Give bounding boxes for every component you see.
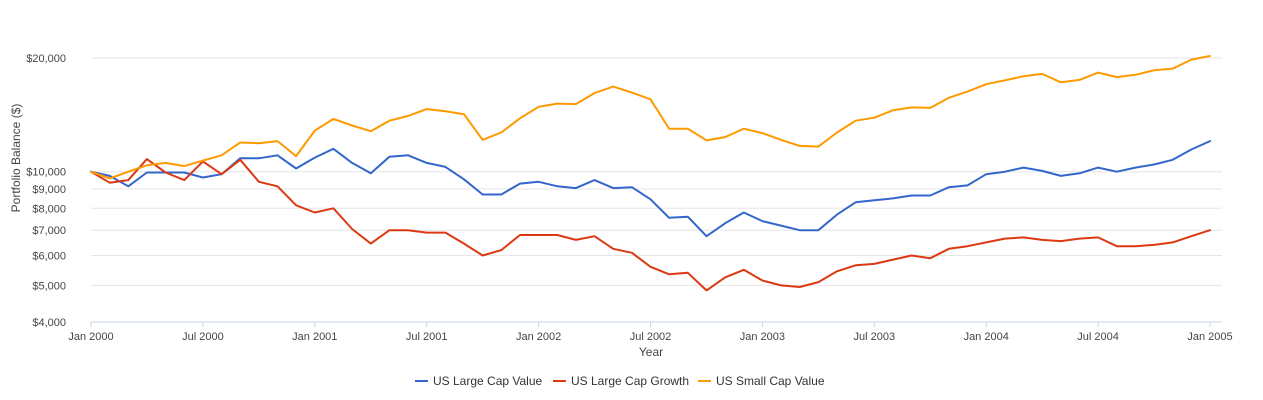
x-tick-label: Jul 2003 [854,331,896,343]
y-axis-ticks: $4,000 $5,000 $6,000 $7,000 $8,000 $9,000 $10,… [26,53,66,329]
x-tick-label: Jan 2005 [1187,331,1232,343]
x-tick-label: Jul 2000 [182,331,224,343]
series-line-us-large-cap-value[interactable] [90,140,1211,238]
legend: US Large Cap Value US Large Cap Growth U… [415,374,825,388]
series-lines [90,55,1211,292]
y-tick-label: $9,000 [32,184,66,196]
x-tick-label: Jan 2002 [516,331,561,343]
y-tick-label: $8,000 [32,203,66,215]
y-axis-title: Portfolio Balance ($) [9,104,23,213]
series-line-us-small-cap-value[interactable] [90,55,1211,180]
y-tick-label: $7,000 [32,225,66,237]
x-tick-label: Jan 2004 [964,331,1009,343]
legend-label: US Small Cap Value [716,374,825,388]
x-axis-ticks: Jan 2000 Jul 2000 Jan 2001 Jul 2001 Jan 2002… [68,322,1233,343]
x-tick-label: Jul 2004 [1077,331,1119,343]
series-line-us-large-cap-growth[interactable] [90,158,1211,292]
legend-label: US Large Cap Growth [571,374,689,388]
legend-label: US Large Cap Value [433,374,543,388]
x-tick-label: Jan 2000 [68,331,113,343]
x-axis-title: Year [639,345,663,359]
y-tick-label: $6,000 [32,250,66,262]
x-tick-label: Jul 2002 [630,331,672,343]
grid-lines [91,57,1222,286]
y-tick-label: $4,000 [32,317,66,329]
x-tick-label: Jul 2001 [406,331,448,343]
x-tick-label: Jan 2001 [292,331,337,343]
y-tick-label: $10,000 [26,167,66,179]
y-tick-label: $5,000 [32,280,66,292]
legend-item-us-small-cap-value[interactable]: US Small Cap Value [698,374,825,388]
legend-item-us-large-cap-value[interactable]: US Large Cap Value [415,374,543,388]
legend-item-us-large-cap-growth[interactable]: US Large Cap Growth [553,374,689,388]
y-tick-label: $20,000 [26,53,66,65]
x-tick-label: Jan 2003 [740,331,785,343]
